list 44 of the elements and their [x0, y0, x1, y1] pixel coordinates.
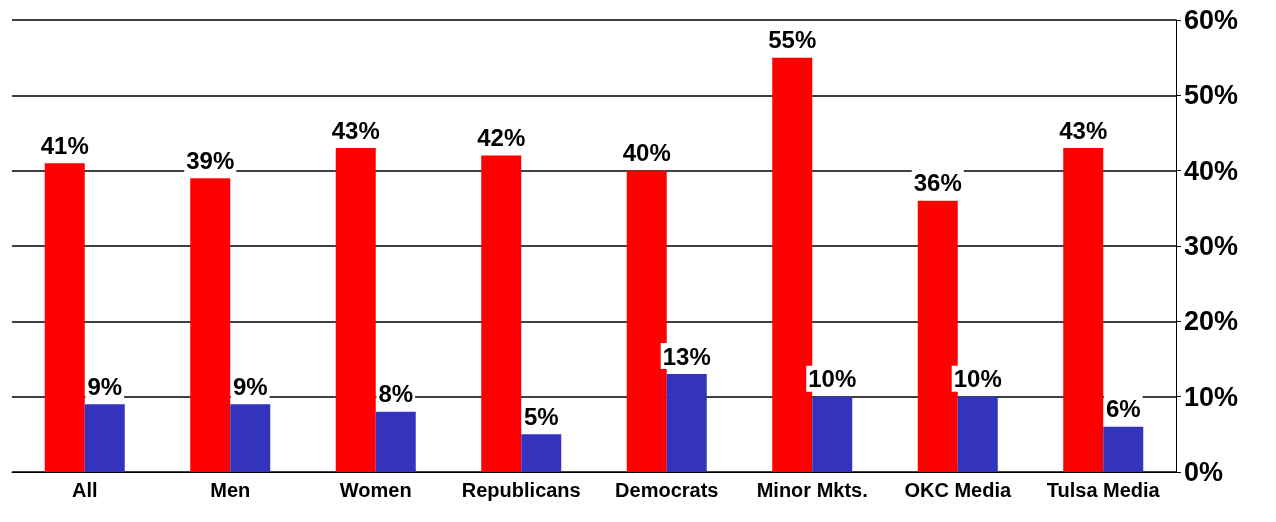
- bar: [44, 163, 85, 472]
- bar: [666, 374, 707, 472]
- x-tick-label: Men: [210, 479, 251, 501]
- x-tick-label: Republicans: [461, 479, 581, 501]
- y-tick-label: 60%: [1184, 5, 1239, 35]
- bar: [812, 396, 853, 472]
- data-label: 43%: [1059, 116, 1108, 144]
- x-tick-label: Women: [339, 479, 412, 501]
- y-tick-label: 20%: [1184, 306, 1239, 337]
- data-label: 9%: [87, 372, 123, 400]
- data-label: 5%: [523, 402, 559, 430]
- data-label: 36%: [913, 169, 962, 197]
- y-tick-label: 50%: [1184, 80, 1239, 111]
- data-label: 13%: [662, 342, 711, 370]
- data-label: 39%: [186, 146, 235, 174]
- data-label: 10%: [808, 365, 857, 393]
- bar: [521, 434, 562, 472]
- x-tick-label: Tulsa Media: [1046, 479, 1161, 501]
- data-label: 10%: [953, 365, 1002, 393]
- x-tick-label: OKC Media: [904, 479, 1012, 501]
- y-tick-label: 40%: [1184, 155, 1239, 186]
- bar: [1103, 426, 1144, 472]
- bar: [481, 155, 522, 472]
- bar: [230, 404, 271, 472]
- bar: [1063, 148, 1104, 472]
- data-label: 40%: [622, 139, 671, 167]
- data-label: 8%: [378, 380, 414, 408]
- x-tick-label: Democrats: [615, 479, 719, 501]
- data-label: 42%: [477, 124, 526, 152]
- y-tick-label: 10%: [1184, 381, 1239, 412]
- bar: [375, 411, 416, 472]
- data-label: 9%: [232, 372, 268, 400]
- data-label: 41%: [40, 131, 89, 159]
- data-label: 43%: [331, 116, 380, 144]
- bar: [84, 404, 125, 472]
- bar: [957, 396, 998, 472]
- x-tick-label: Minor Mkts.: [756, 479, 868, 501]
- y-tick-label: 30%: [1184, 231, 1239, 261]
- y-tick-label: 0%: [1184, 457, 1224, 487]
- data-label: 6%: [1105, 395, 1141, 423]
- bar: [335, 148, 376, 472]
- bar: [190, 178, 231, 472]
- x-tick-label: All: [71, 479, 98, 501]
- data-label: 55%: [768, 26, 817, 54]
